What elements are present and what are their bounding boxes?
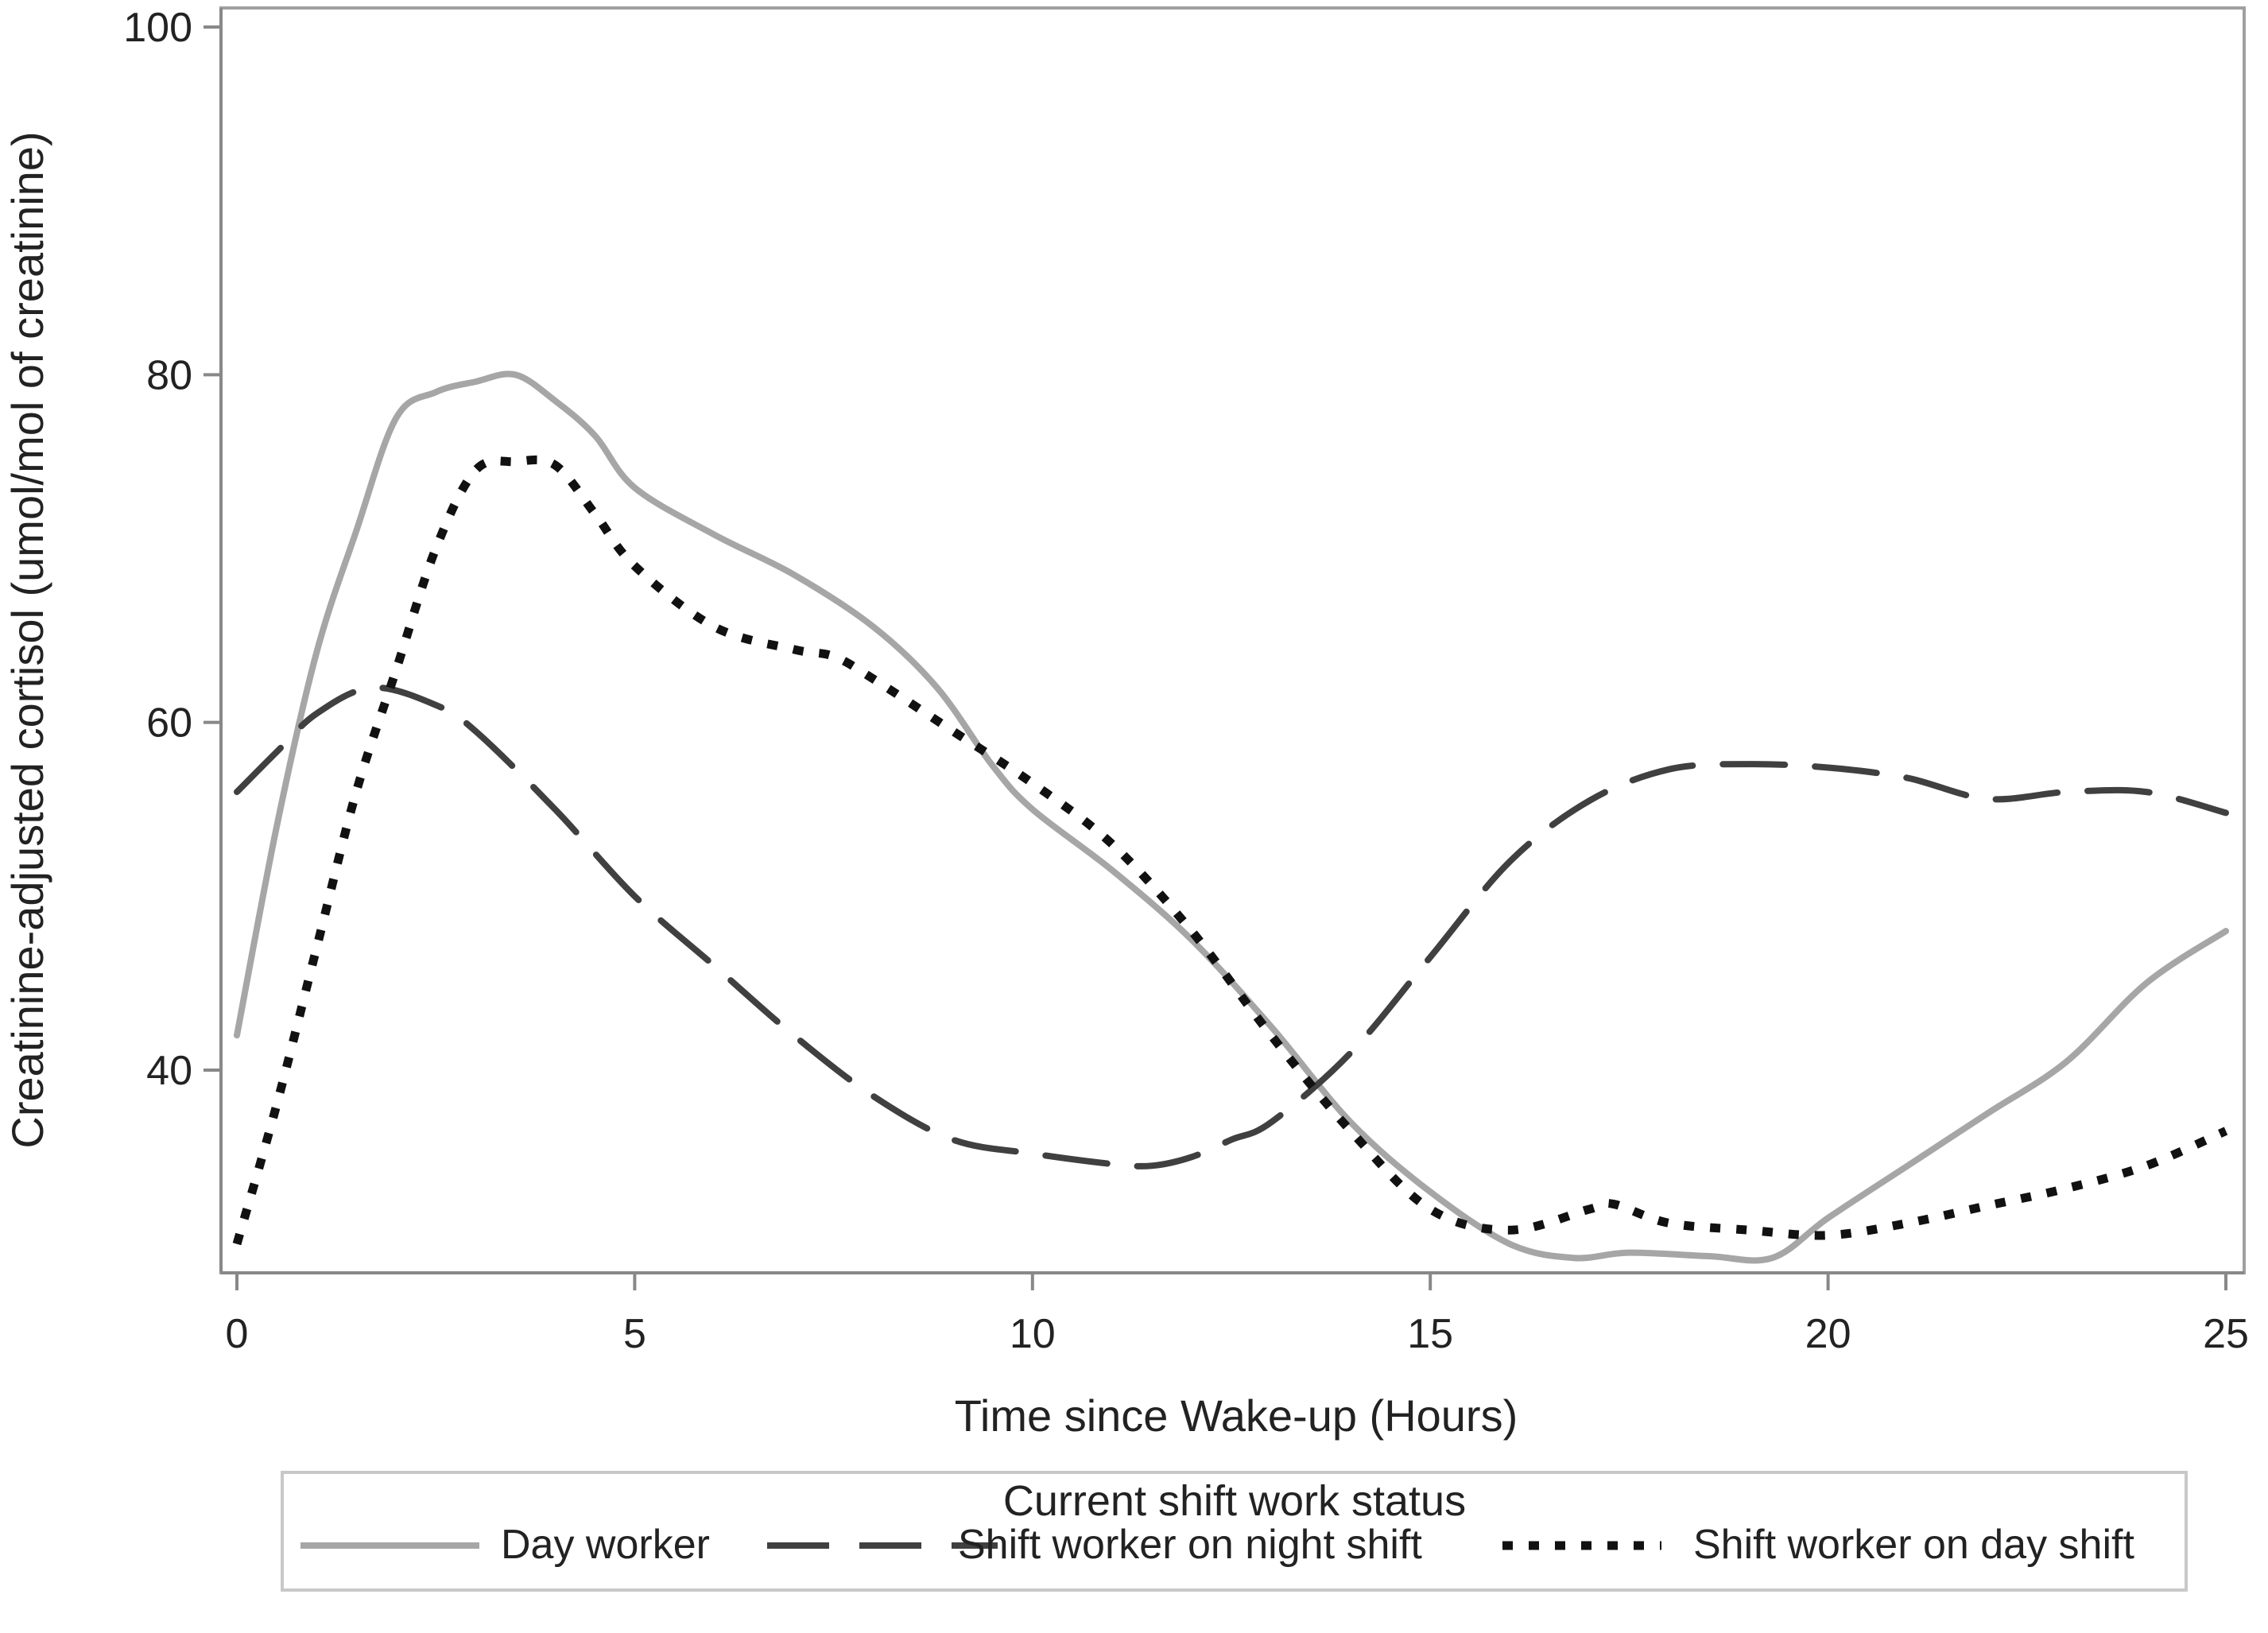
y-tick-label: 40 [146, 1048, 192, 1094]
y-tick-label: 100 [123, 5, 192, 51]
legend: Current shift work status Day worker Shif… [281, 1471, 2188, 1592]
x-tick-label: 5 [623, 1311, 646, 1357]
x-axis-label: Time since Wake-up (Hours) [955, 1391, 1518, 1441]
legend-label-3: Shift worker on day shift [1693, 1522, 2134, 1568]
legend-label-1: Day worker [501, 1522, 710, 1568]
x-tick-label: 20 [1805, 1311, 1851, 1357]
series-line-2 [234, 684, 2229, 1169]
legend-title: Current shift work status [1003, 1477, 1466, 1525]
y-tick-label: 80 [146, 352, 192, 398]
x-tick-label: 0 [226, 1311, 249, 1357]
x-axis-ticks: 0 5 10 15 20 25 [226, 1273, 2249, 1357]
legend-box [281, 1471, 2188, 1592]
x-tick-label: 10 [1010, 1311, 1056, 1357]
y-tick-label: 60 [146, 700, 192, 747]
y-axis-ticks: 40 60 80 100 [123, 5, 221, 1094]
series-line-3 [232, 455, 2228, 1246]
series-lines [232, 370, 2229, 1264]
legend-label-2: Shift worker on night shift [958, 1522, 1422, 1568]
x-tick-label: 25 [2203, 1311, 2249, 1357]
series-line-1 [234, 370, 2229, 1264]
legend-items: Day worker Shift worker on night shift Shi… [300, 1522, 2134, 1568]
x-tick-label: 15 [1407, 1311, 1453, 1357]
plot-frame [219, 6, 2246, 1274]
y-axis-label: Creatinine-adjusted cortisol (umol/mol o… [2, 131, 52, 1148]
